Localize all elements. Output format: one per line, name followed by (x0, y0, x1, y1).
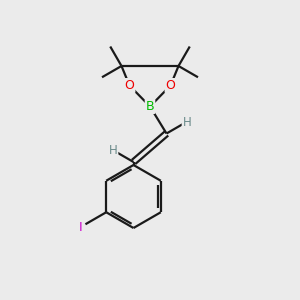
Text: O: O (124, 79, 134, 92)
Text: B: B (146, 100, 154, 113)
Text: H: H (109, 144, 117, 157)
Text: I: I (79, 221, 83, 234)
Text: H: H (183, 116, 191, 129)
Text: O: O (166, 79, 176, 92)
